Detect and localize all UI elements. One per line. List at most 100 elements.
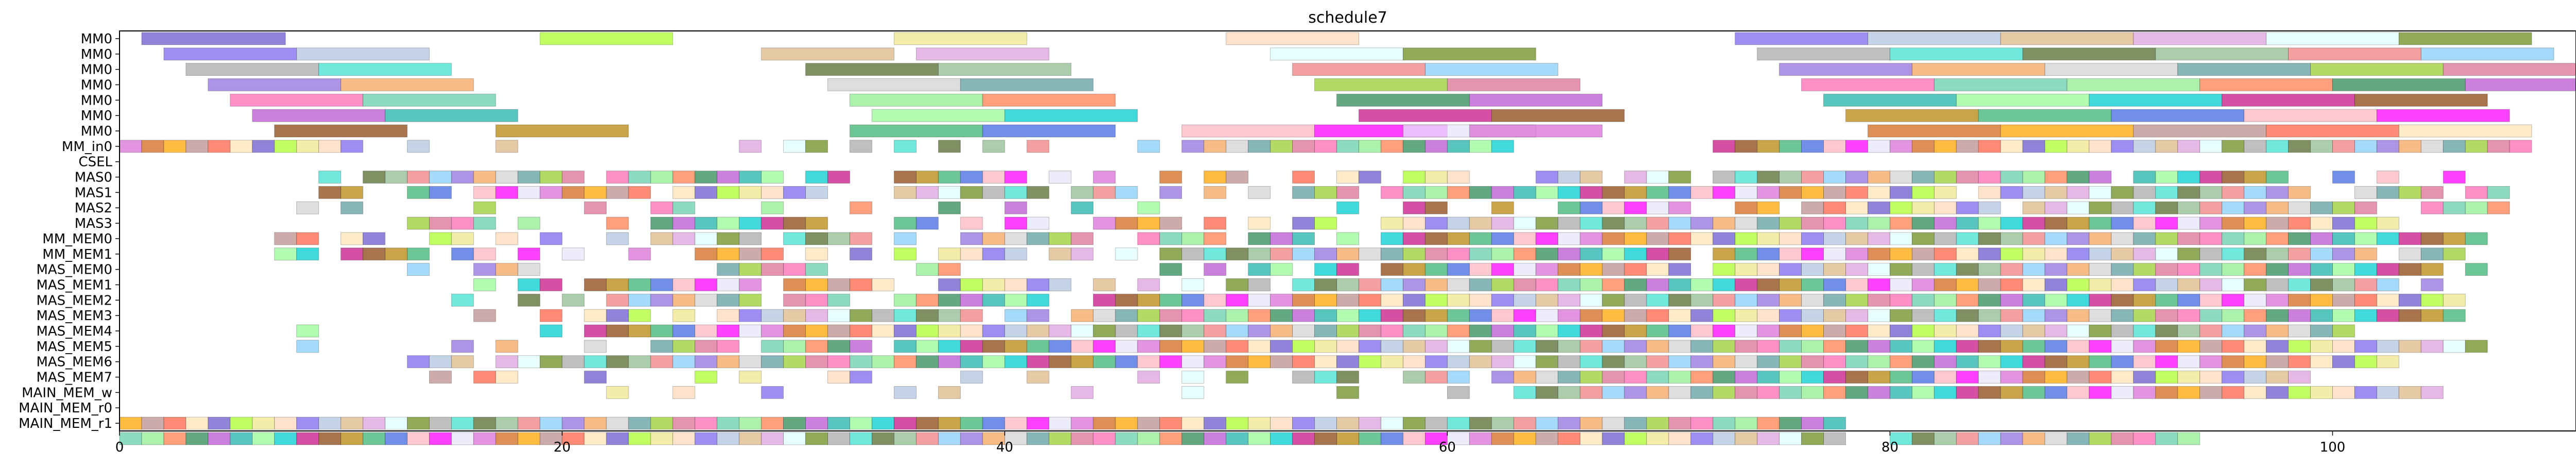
task-bar [185, 63, 319, 76]
task-bar [2332, 171, 2355, 184]
task-bar [1513, 263, 1536, 276]
task-bar [451, 340, 474, 353]
task-bar [1690, 309, 1714, 322]
task-bar [2222, 371, 2245, 384]
task-bar [1668, 340, 1691, 353]
task-bar [1580, 293, 1603, 307]
task-bar [2376, 263, 2399, 276]
task-bar [2244, 201, 2267, 214]
task-bar [1580, 201, 1603, 214]
task-bar [1823, 93, 1957, 107]
task-bar [2133, 124, 2267, 138]
task-bar [938, 278, 961, 291]
task-bar [672, 278, 696, 291]
task-bar [1735, 278, 1758, 291]
task-bar [1071, 432, 1094, 445]
task-bar [185, 417, 209, 430]
task-bar [1358, 109, 1492, 122]
task-bar [2266, 247, 2289, 261]
task-bar [2022, 47, 2156, 61]
task-bar [1956, 432, 1979, 445]
task-bar [916, 432, 939, 445]
task-bar [2354, 247, 2377, 261]
task-bar [694, 217, 718, 230]
task-bar [2354, 186, 2377, 199]
task-bar [938, 201, 961, 214]
task-bar [1580, 386, 1603, 399]
task-bar [2000, 217, 2023, 230]
task-bar [1447, 355, 1470, 369]
task-bar [606, 309, 629, 322]
task-bar [1358, 417, 1381, 430]
task-bar [406, 186, 430, 199]
task-bar [2288, 340, 2311, 353]
task-bar [2398, 386, 2421, 399]
task-bar [850, 340, 872, 353]
task-bar [1823, 355, 1846, 369]
task-bar [761, 309, 784, 322]
task-bar [1867, 32, 2001, 45]
task-bar [1159, 186, 1182, 199]
task-bar [473, 309, 496, 322]
task-bar [539, 186, 563, 199]
task-bar [1314, 278, 1337, 291]
task-bar [517, 417, 540, 430]
task-bar [1713, 263, 1736, 276]
task-bar [2155, 324, 2178, 338]
task-bar [1801, 263, 1824, 276]
task-bar [1270, 232, 1293, 245]
task-bar [2222, 324, 2245, 338]
task-bar [1911, 278, 1935, 291]
task-bar [2000, 247, 2023, 261]
task-bar [2044, 324, 2067, 338]
task-bar [1646, 232, 1669, 245]
task-bar [2199, 386, 2223, 399]
task-bar [1513, 355, 1536, 369]
task-bar [1757, 186, 1780, 199]
task-bar [1402, 47, 1536, 61]
task-bar [1713, 232, 1736, 245]
task-bar [1447, 186, 1470, 199]
task-bar [2420, 186, 2444, 199]
task-bar [1978, 355, 2001, 369]
task-bar [1513, 217, 1536, 230]
y-tick-label: MM_in0 [62, 139, 112, 155]
task-bar [274, 417, 297, 430]
task-bar [2022, 232, 2045, 245]
task-bar [517, 171, 540, 184]
task-bar [1978, 386, 2001, 399]
task-bar [1380, 263, 1403, 276]
task-bar [1735, 324, 1758, 338]
task-bar [1469, 232, 1492, 245]
task-bar [2066, 186, 2090, 199]
task-bar [2199, 263, 2223, 276]
task-bar [2310, 263, 2333, 276]
task-bar [2089, 232, 2112, 245]
task-bar [1071, 201, 1094, 214]
task-bar [341, 78, 474, 91]
task-bar [1867, 386, 1890, 399]
task-bar [1513, 386, 1536, 399]
task-bar [1469, 309, 1492, 322]
task-bar [1425, 371, 1448, 384]
task-bar [1823, 417, 1846, 430]
task-bar [893, 32, 1027, 45]
task-bar [2044, 63, 2178, 76]
task-bar [606, 217, 629, 230]
task-bar [982, 247, 1005, 261]
task-bar [2199, 140, 2223, 153]
task-bar [1557, 293, 1581, 307]
task-bar [384, 247, 408, 261]
task-bar [2000, 340, 2023, 353]
y-tick-label: MM_MEM1 [42, 247, 112, 262]
task-bar [539, 309, 563, 322]
task-bar [1248, 278, 1271, 291]
task-bar [739, 263, 762, 276]
task-bar [761, 386, 784, 399]
task-bar [1713, 293, 1736, 307]
task-bar [495, 186, 518, 199]
task-bar [1226, 432, 1249, 445]
task-bar [1713, 278, 1736, 291]
task-bar [1801, 217, 1824, 230]
task-bar [2443, 309, 2466, 322]
